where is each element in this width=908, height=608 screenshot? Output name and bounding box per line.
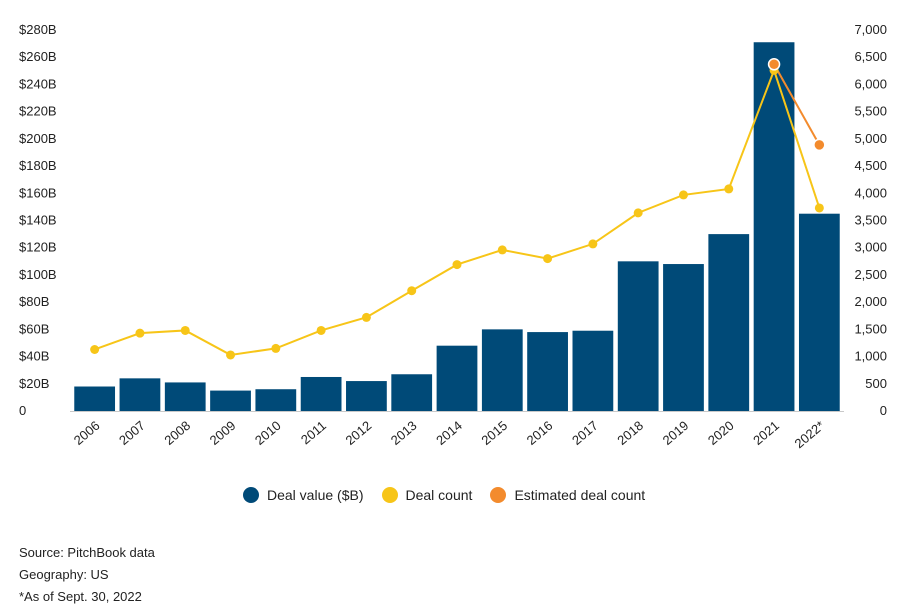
- bar-2011: [300, 376, 342, 411]
- deal-count-point-2012: [361, 312, 371, 322]
- bar-2007: [119, 378, 161, 411]
- x-axis-tick-2015: 2015: [478, 418, 510, 448]
- left-axis-tick-120b: $120B: [19, 240, 57, 255]
- x-axis-tick-2009: 2009: [207, 418, 239, 448]
- x-axis-tick-2012: 2012: [343, 418, 375, 448]
- legend-label-deal-count: Deal count: [405, 487, 473, 503]
- deal-count-point-2018: [633, 208, 643, 218]
- left-axis-tick-0: 0: [19, 403, 26, 418]
- right-axis-tick-3-000: 3,000: [854, 240, 887, 255]
- deal-count-point-2016: [543, 254, 553, 264]
- estimated-deal-count-point-2022: [813, 138, 826, 152]
- deal-count-point-2010: [271, 343, 281, 353]
- bar-2016: [527, 332, 568, 411]
- bar-2015: [481, 329, 523, 411]
- right-axis-tick-6-000: 6,000: [854, 76, 887, 91]
- deal-count-point-2011: [316, 325, 326, 335]
- x-axis-tick-2022: 2022*: [792, 418, 828, 451]
- legend-swatch-estimated-deal-count: [490, 487, 507, 503]
- deal-count-point-2009: [226, 350, 236, 360]
- right-axis-tick-1-500: 1,500: [854, 321, 887, 336]
- right-axis-tick-3-500: 3,500: [854, 213, 887, 228]
- footnote-source: Source: PitchBook data: [19, 545, 155, 560]
- bar-2014: [436, 345, 478, 411]
- bar-2010: [255, 389, 297, 411]
- estimated-deal-count-line: [773, 63, 821, 146]
- x-axis-tick-2010: 2010: [252, 418, 284, 448]
- deal-count-point-2008: [180, 325, 190, 335]
- x-axis-tick-2021: 2021: [750, 418, 782, 448]
- x-axis-tick-2017: 2017: [569, 418, 601, 448]
- legend-item-deal-count: Deal count: [381, 487, 473, 503]
- legend: Deal value ($B) Deal count Estimated dea…: [243, 487, 645, 503]
- left-axis-tick-20b: $20B: [19, 376, 49, 391]
- right-axis-tick-2-500: 2,500: [854, 267, 887, 282]
- bar-2009: [210, 390, 251, 411]
- x-axis-tick-2008: 2008: [161, 418, 193, 448]
- x-axis-tick-2011: 2011: [298, 418, 329, 447]
- right-axis-tick-4-500: 4,500: [854, 158, 887, 173]
- right-axis-tick-2-000: 2,000: [854, 294, 887, 309]
- x-axis-tick-2018: 2018: [614, 418, 646, 448]
- right-axis-tick-6-500: 6,500: [854, 49, 887, 64]
- deal-count-point-2006: [90, 344, 100, 354]
- x-axis-tick-2014: 2014: [433, 418, 465, 448]
- left-axis-tick-40b: $40B: [19, 349, 49, 364]
- x-axis-tick-2006: 2006: [71, 418, 103, 448]
- left-axis-tick-280b: $280B: [19, 22, 57, 37]
- right-axis-tick-5-000: 5,000: [854, 131, 887, 146]
- deal-count-point-2015: [497, 245, 507, 255]
- left-axis-tick-180b: $180B: [19, 158, 57, 173]
- bar-2017: [572, 330, 614, 411]
- bar-2022: [798, 213, 840, 411]
- x-axis-tick-2013: 2013: [388, 418, 420, 448]
- bar-2008: [164, 382, 206, 411]
- right-axis-tick-0: 0: [880, 403, 887, 418]
- bar-2020: [708, 234, 750, 411]
- legend-label-deal-value: Deal value ($B): [267, 487, 364, 503]
- deal-count-point-2013: [407, 286, 417, 296]
- legend-label-estimated-deal-count: Estimated deal count: [514, 487, 646, 503]
- x-axis-tick-2007: 2007: [116, 418, 148, 448]
- left-axis-tick-160b: $160B: [19, 185, 57, 200]
- estimated-deal-count-point-2021: [767, 58, 781, 71]
- left-axis-tick-80b: $80B: [19, 294, 49, 309]
- right-axis-tick-500: 500: [865, 376, 887, 391]
- deal-count-point-2019: [678, 190, 688, 200]
- left-axis-tick-140b: $140B: [19, 213, 57, 228]
- right-axis-tick-5-500: 5,500: [854, 104, 887, 119]
- bar-2006: [74, 386, 116, 411]
- left-axis-tick-220b: $220B: [19, 104, 57, 119]
- bar-2012: [346, 381, 387, 411]
- left-axis-tick-260b: $260B: [19, 49, 57, 64]
- deal-count-point-2007: [135, 328, 145, 338]
- bar-2021: [753, 42, 795, 411]
- deal-count-point-2014: [452, 260, 462, 270]
- bar-2019: [663, 264, 704, 411]
- right-axis-tick-4-000: 4,000: [854, 185, 887, 200]
- x-axis-tick-2020: 2020: [705, 418, 737, 448]
- bar-2013: [391, 374, 433, 411]
- deal-count-point-2020: [724, 184, 734, 194]
- footnote-geography: Geography: US: [19, 567, 109, 582]
- legend-swatch-deal-count: [381, 487, 398, 503]
- right-axis-tick-1-000: 1,000: [854, 349, 887, 364]
- right-axis-tick-7-000: 7,000: [854, 22, 887, 37]
- left-axis-tick-100b: $100B: [19, 267, 57, 282]
- x-axis-tick-2019: 2019: [660, 418, 692, 448]
- legend-swatch-deal-value: [243, 487, 259, 503]
- footnotes: Source: PitchBook data Geography: US *As…: [19, 542, 155, 608]
- legend-item-estimated-deal-count: Estimated deal count: [490, 487, 645, 503]
- x-axis-tick-2016: 2016: [524, 418, 556, 448]
- legend-item-deal-value: Deal value ($B): [243, 487, 364, 503]
- deal-count-point-2017: [588, 239, 598, 249]
- footnote-asof: *As of Sept. 30, 2022: [19, 589, 142, 604]
- left-axis-tick-60b: $60B: [19, 321, 49, 336]
- left-axis-tick-200b: $200B: [19, 131, 57, 146]
- bar-2018: [617, 261, 659, 411]
- left-axis-tick-240b: $240B: [19, 76, 57, 91]
- deal-count-point-2022: [814, 203, 824, 213]
